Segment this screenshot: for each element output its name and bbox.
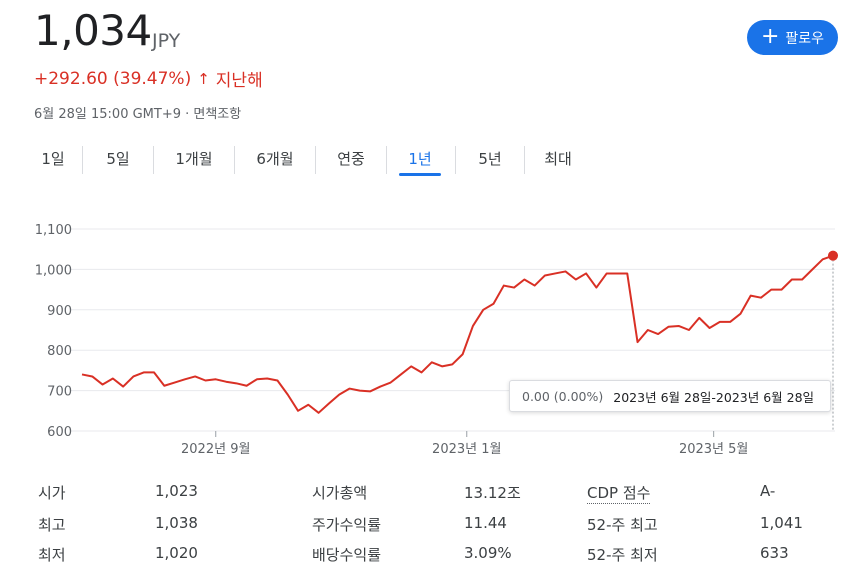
tab-divider [455, 146, 456, 174]
change-period: 지난해 [215, 71, 263, 91]
arrow-up-icon: ↑ [197, 69, 210, 88]
stat-open-label: 시가 [38, 484, 66, 502]
y-tick-label: 600 [47, 425, 72, 440]
price-change: +292.60 (39.47%) ↑ 지난해 [34, 66, 263, 92]
x-tick-label: 2023년 1월 [432, 442, 501, 457]
tab-5y[interactable]: 5년 [478, 150, 502, 168]
stat-dividend-value: 3.09% [464, 544, 512, 562]
y-tick-label: 1,000 [35, 263, 72, 278]
stock-price: 1,034 [34, 6, 152, 55]
tab-max[interactable]: 최대 [544, 150, 572, 168]
range-tabs: 1일 5일 1개월 6개월 연중 1년 5년 최대 [24, 142, 591, 178]
stat-dividend-label: 배당수익률 [312, 546, 382, 564]
tab-divider [234, 146, 235, 174]
follow-label: 팔로우 [785, 30, 825, 47]
tab-6m[interactable]: 6개월 [256, 150, 294, 168]
stat-52w-low-label: 52-주 최저 [587, 546, 658, 564]
stat-market-cap-label: 시가총액 [312, 484, 368, 502]
stat-52w-high-label: 52-주 최고 [587, 516, 658, 534]
tab-divider [82, 146, 83, 174]
price-chart[interactable]: 600 700 800 900 1,000 1,100 2022년 9월 2023년 1월 20… [0, 210, 863, 465]
stats-row: 최고 1,038 주가수익률 11.44 52-주 최고 1,041 [38, 514, 838, 536]
stat-pe-value: 11.44 [464, 514, 507, 532]
price-line [81, 254, 834, 414]
tab-divider [386, 146, 387, 174]
tooltip-date-range: 2023년 6월 28일-2023년 6월 28일 [613, 389, 815, 405]
tab-divider [524, 146, 525, 174]
change-value: +292.60 (39.47%) [34, 68, 192, 89]
tab-1y[interactable]: 1년 [399, 142, 441, 176]
stat-cdp-label[interactable]: CDP 점수 [587, 484, 651, 504]
chart-tooltip: 0.00 (0.00%) 2023년 6월 28일-2023년 6월 28일 [509, 380, 831, 412]
follow-button[interactable]: + 팔로우 [747, 20, 838, 55]
stat-market-cap-value: 13.12조 [464, 484, 521, 502]
tab-divider [315, 146, 316, 174]
x-tick-label: 2022년 9월 [181, 442, 250, 457]
stat-pe-label: 주가수익률 [312, 516, 382, 534]
tab-divider [153, 146, 154, 174]
y-tick-label: 800 [47, 344, 72, 359]
stat-52w-low-value: 633 [760, 544, 789, 562]
stat-52w-high-value: 1,041 [760, 514, 803, 532]
stat-cdp-value: A- [760, 482, 776, 500]
stats-row: 최저 1,020 배당수익률 3.09% 52-주 최저 633 [38, 544, 838, 566]
quote-timestamp[interactable]: 6월 28일 15:00 GMT+9 · 면책조항 [34, 107, 242, 122]
stats-row: 시가 1,023 시가총액 13.12조 CDP 점수 A- [38, 482, 838, 504]
plus-icon: + [760, 23, 780, 49]
tab-ytd[interactable]: 연중 [337, 150, 365, 168]
tab-5d[interactable]: 5일 [106, 150, 130, 168]
last-point-marker [828, 250, 838, 261]
stat-low-value: 1,020 [155, 544, 198, 562]
stat-low-label: 최저 [38, 546, 66, 564]
stat-open-value: 1,023 [155, 482, 198, 500]
tooltip-change: 0.00 (0.00%) [522, 388, 604, 404]
stat-high-value: 1,038 [155, 514, 198, 532]
tab-1d[interactable]: 1일 [41, 150, 65, 168]
x-tick-label: 2023년 5월 [679, 442, 748, 457]
y-tick-label: 900 [47, 304, 72, 319]
y-tick-label: 1,100 [35, 223, 72, 238]
tab-1m[interactable]: 1개월 [175, 150, 213, 168]
y-tick-label: 700 [47, 385, 72, 400]
currency-code: JPY [152, 30, 181, 52]
stat-high-label: 최고 [38, 516, 66, 534]
